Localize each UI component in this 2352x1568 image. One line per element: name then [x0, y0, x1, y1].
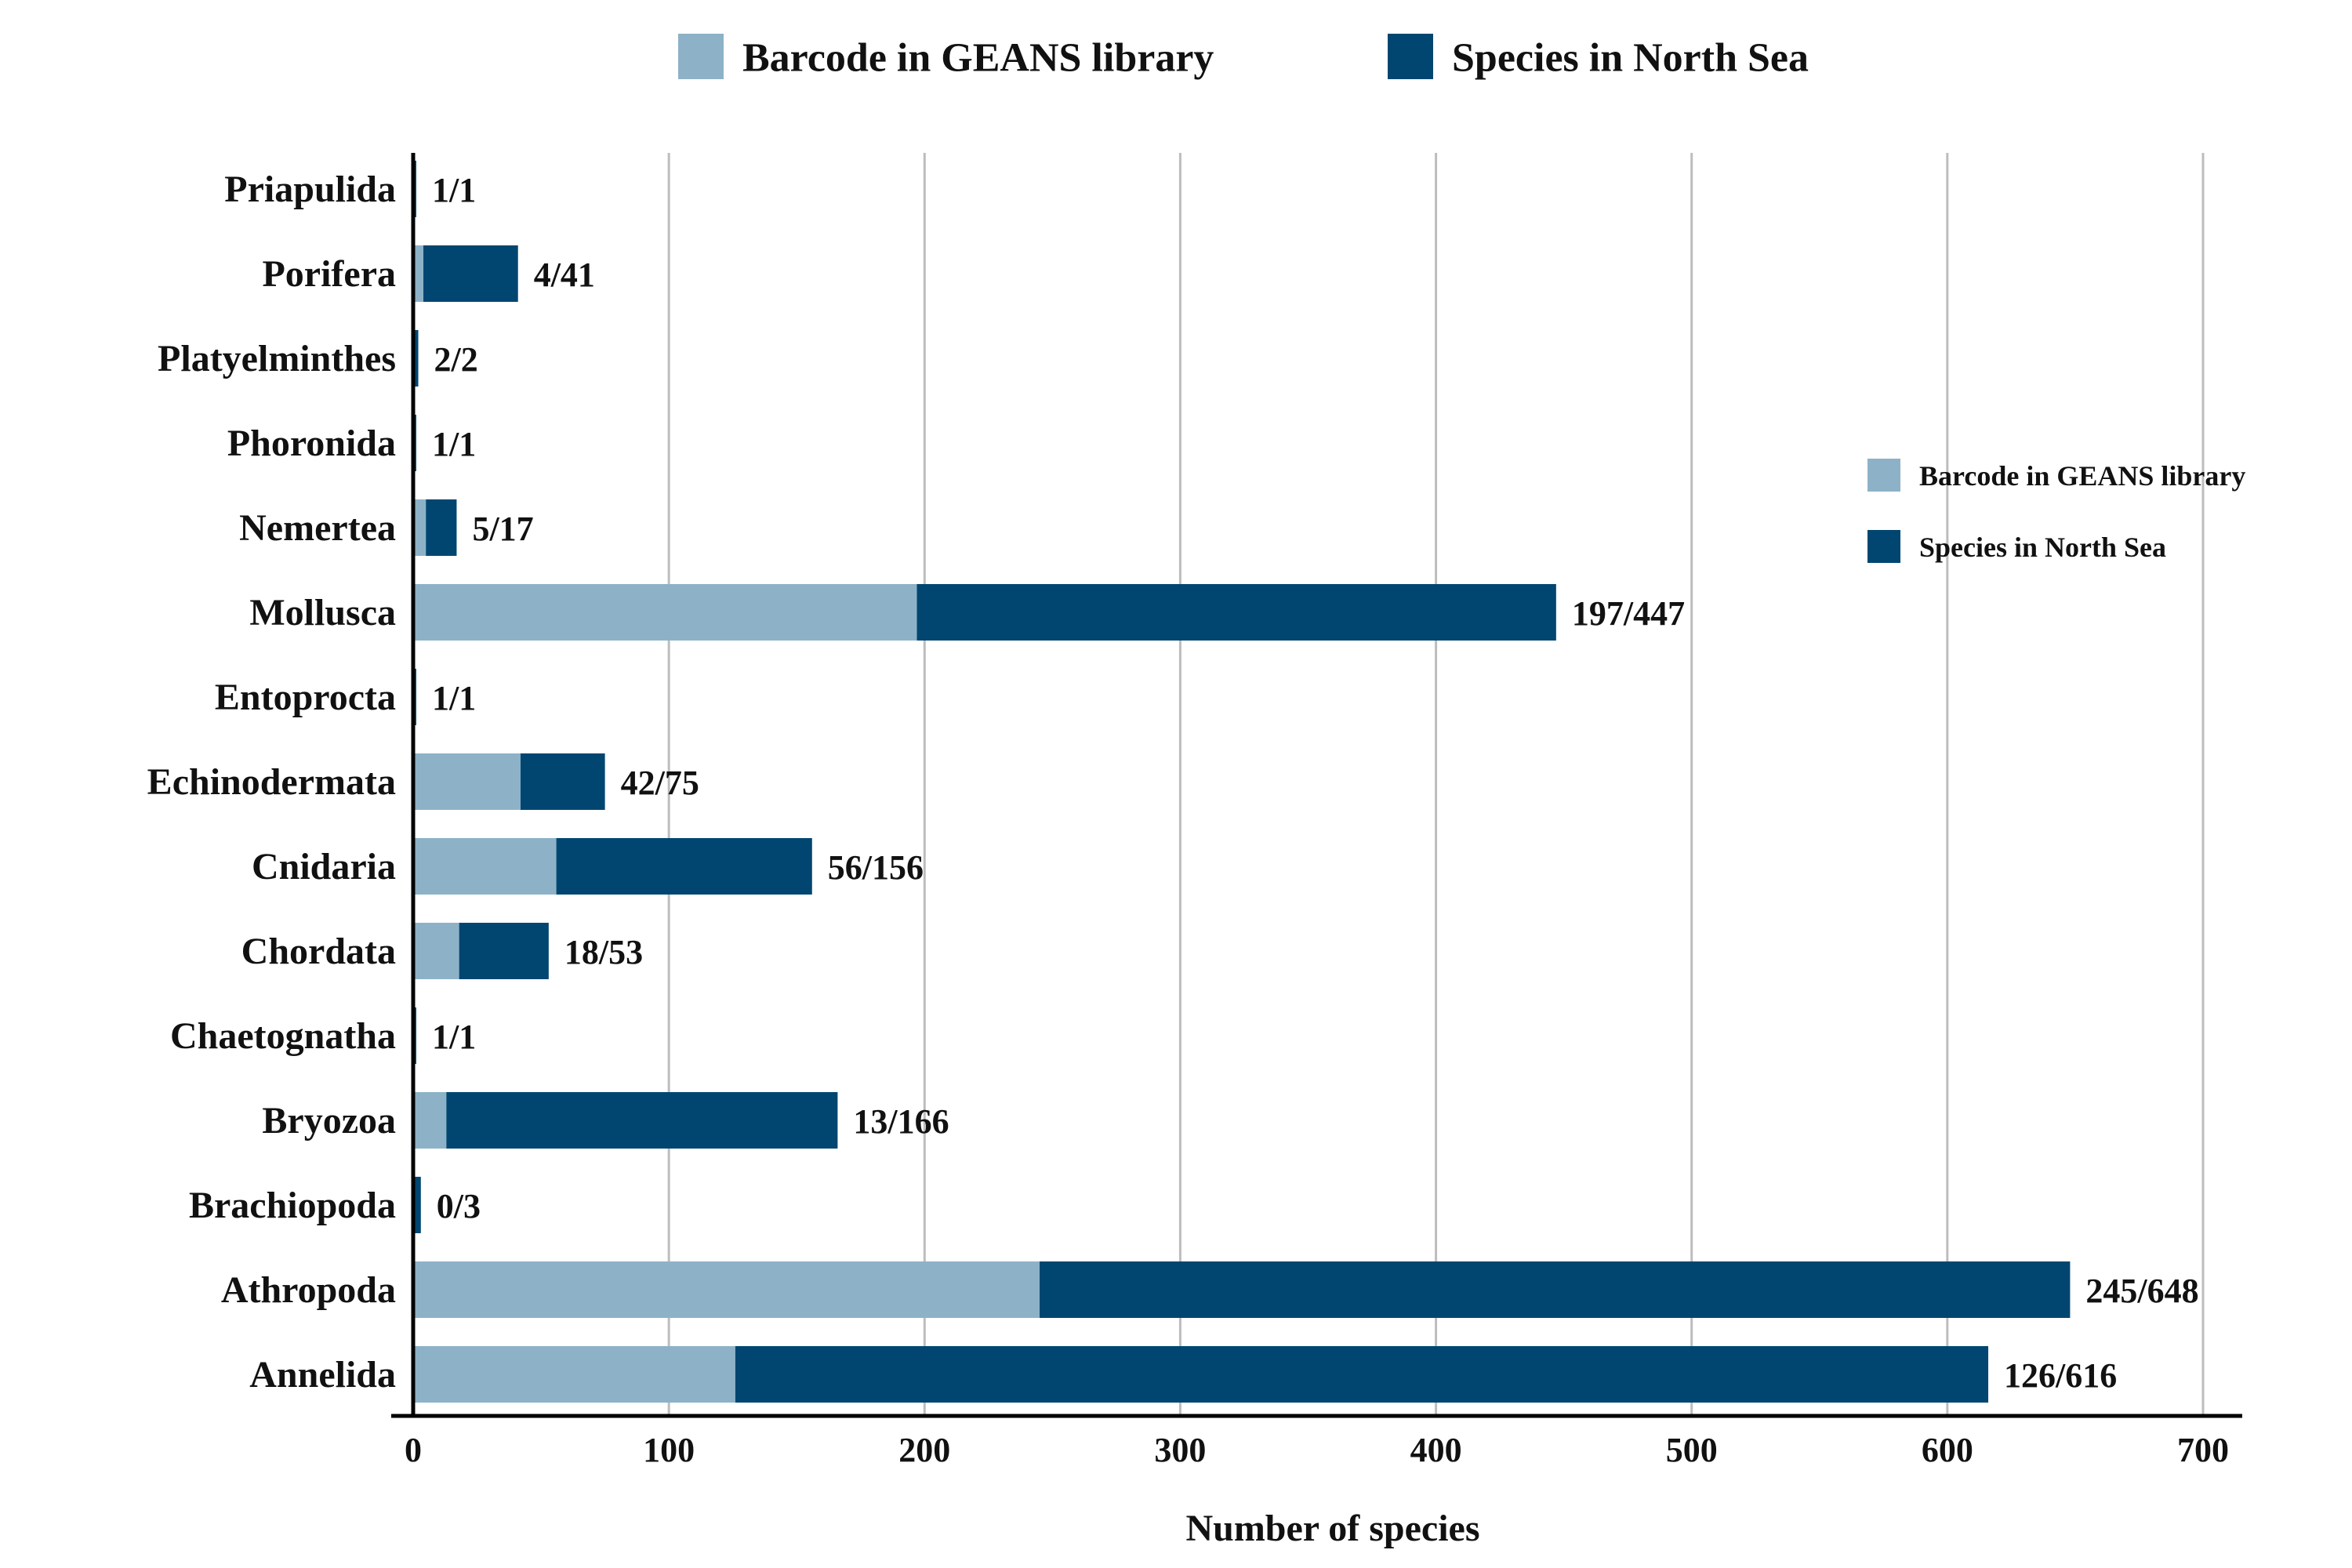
data-label: 0/3 — [437, 1187, 481, 1225]
legend-swatch — [1388, 34, 1433, 79]
data-label: 18/53 — [564, 933, 643, 971]
x-tick-label: 500 — [1666, 1431, 1718, 1469]
category-label: Cnidaria — [252, 846, 396, 887]
bar-barcode-cnidaria — [413, 838, 557, 895]
legend-swatch — [1867, 459, 1900, 492]
data-label: 5/17 — [472, 510, 533, 548]
category-label: Chaetognatha — [170, 1015, 396, 1057]
data-label: 56/156 — [828, 848, 924, 887]
category-label: Brachiopoda — [189, 1185, 396, 1226]
category-label: Mollusca — [249, 592, 396, 633]
legend-right: Barcode in GEANS library Species in North… — [1867, 459, 2245, 563]
x-tick-label: 100 — [643, 1431, 695, 1469]
labels: 0 100 200 300 400 500 600 700 Priapulida 1/1 Porif… — [147, 169, 2229, 1469]
category-label: Phoronida — [227, 423, 396, 464]
legend-label: Barcode in GEANS library — [1919, 460, 2245, 492]
bar-barcode-echinodermata — [413, 753, 521, 810]
x-tick-label: 700 — [2177, 1431, 2229, 1469]
x-tick-label: 600 — [1922, 1431, 1973, 1469]
category-label: Chordata — [241, 931, 396, 972]
bar-species-porifera — [413, 245, 518, 302]
data-label: 1/1 — [432, 171, 476, 209]
category-label: Nemertea — [239, 507, 396, 549]
category-label: Entoprocta — [215, 677, 396, 718]
bar-barcode-nemertea — [413, 499, 426, 556]
category-label: Annelida — [249, 1354, 396, 1396]
bar-barcode-mollusca — [413, 584, 917, 641]
data-label: 4/41 — [534, 256, 595, 294]
legend-swatch — [1867, 530, 1900, 563]
category-label: Platyelminthes — [158, 338, 396, 379]
data-label: 197/447 — [1572, 594, 1685, 633]
bar-species-bryozoa — [413, 1092, 838, 1149]
legend-top-center: Barcode in GEANS library Species in North… — [678, 34, 1809, 81]
x-tick-label: 200 — [898, 1431, 950, 1469]
category-label: Athropoda — [221, 1269, 396, 1311]
legend-swatch — [678, 34, 724, 79]
axes — [391, 153, 2242, 1418]
x-tick-label: 0 — [405, 1431, 422, 1469]
x-tick-label: 400 — [1410, 1431, 1462, 1469]
bar-species-platyelminthes — [413, 330, 419, 387]
x-tick-label: 300 — [1154, 1431, 1206, 1469]
data-label: 1/1 — [432, 1018, 476, 1056]
data-label: 1/1 — [432, 679, 476, 717]
data-label: 126/616 — [2004, 1356, 2117, 1395]
x-axis-title: Number of species — [1185, 1508, 1479, 1549]
bars — [413, 161, 2071, 1403]
legends: Barcode in GEANS library Species in North… — [678, 34, 2245, 563]
category-label: Porifera — [262, 253, 396, 295]
gridlines — [667, 153, 2205, 1416]
legend-label: Barcode in GEANS library — [742, 36, 1214, 81]
legend-label: Species in North Sea — [1452, 36, 1809, 81]
bar-barcode-porifera — [413, 245, 424, 302]
data-label: 245/648 — [2085, 1272, 2198, 1310]
data-label: 1/1 — [432, 425, 476, 463]
bar-barcode-athropoda — [413, 1261, 1040, 1318]
category-label: Bryozoa — [262, 1100, 396, 1142]
bar-barcode-annelida — [413, 1346, 735, 1403]
legend-label: Species in North Sea — [1919, 532, 2166, 563]
bar-barcode-bryozoa — [413, 1092, 447, 1149]
data-label: 42/75 — [621, 764, 699, 802]
bar-species-brachiopoda — [413, 1177, 421, 1233]
data-label: 13/166 — [853, 1102, 949, 1141]
category-label: Priapulida — [224, 169, 396, 210]
data-label: 2/2 — [434, 340, 478, 379]
category-label: Echinodermata — [147, 761, 396, 803]
bar-barcode-chordata — [413, 923, 459, 979]
